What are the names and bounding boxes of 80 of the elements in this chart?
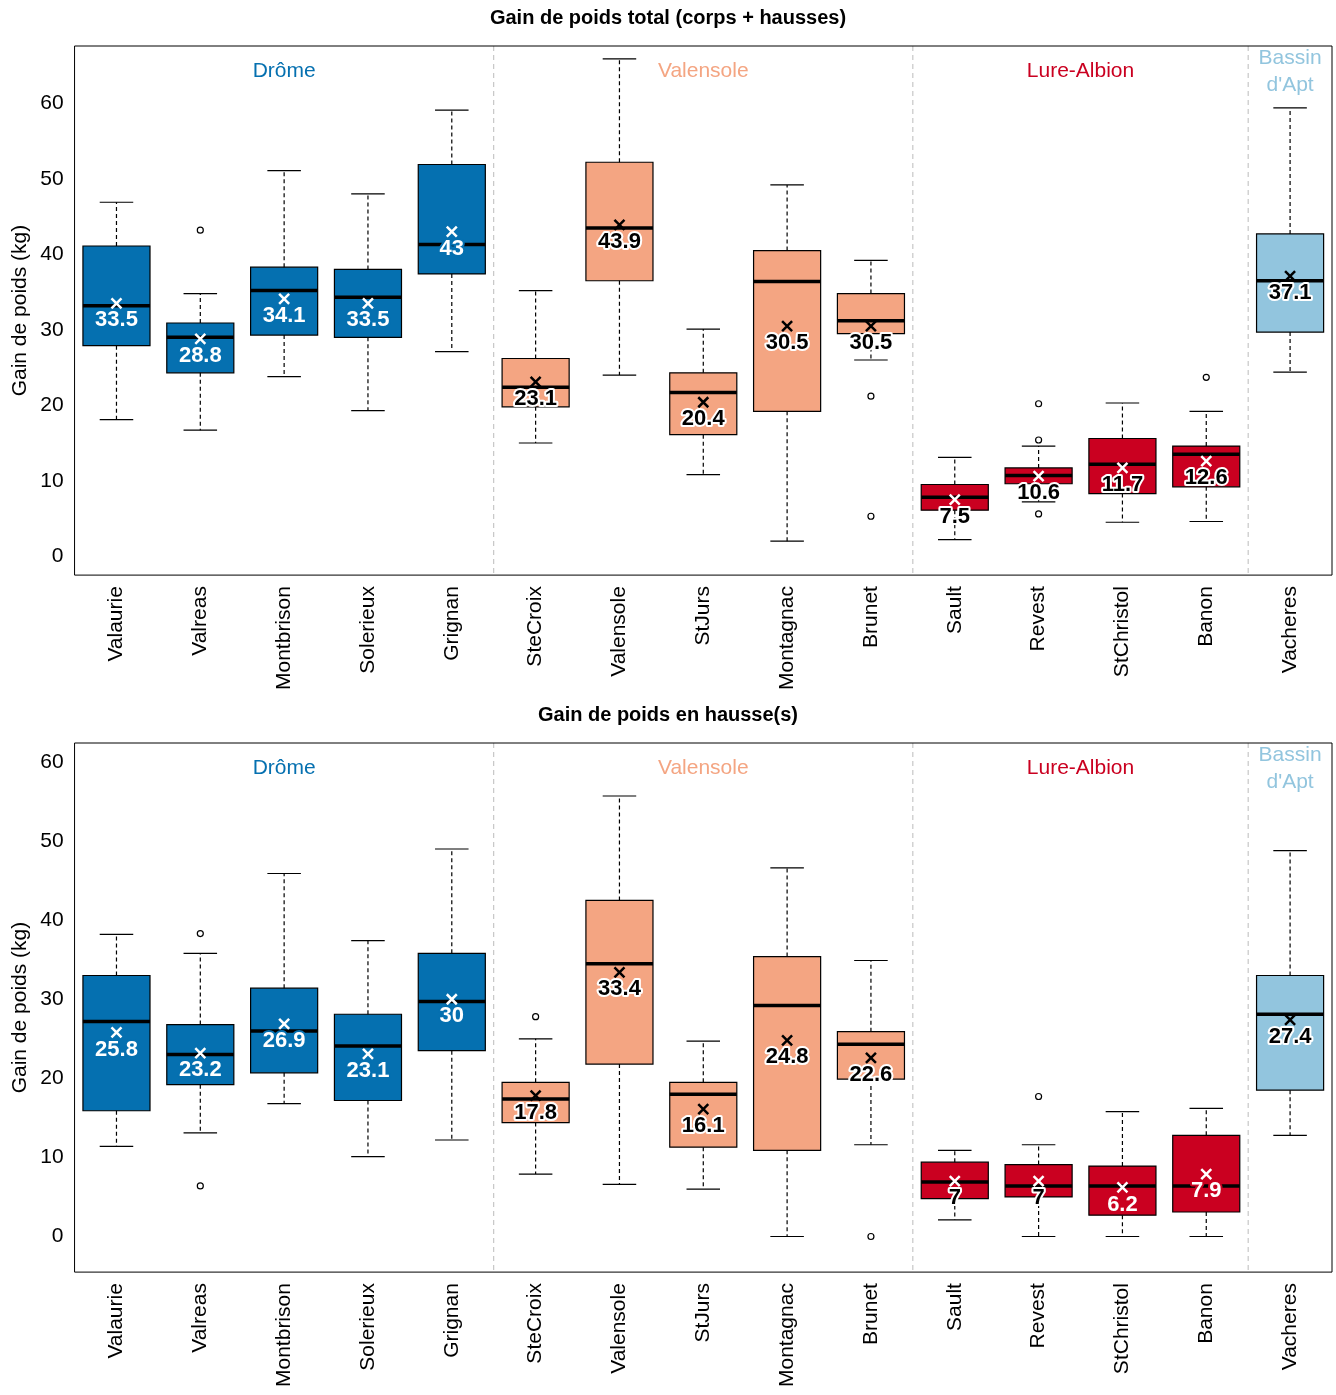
x-tick-label: Montbrison [270,586,294,690]
text: 30 [439,1002,465,1028]
y-tick-label: 40 [40,906,64,930]
text: Drôme [252,57,316,81]
text: 23.2 [178,1056,222,1082]
x-tick-label: Solerieux [354,585,378,674]
x-tick-label: SteCroix [522,1282,546,1364]
y-tick-label: 30 [40,986,64,1010]
x-tick-label: SteCroix [522,585,546,667]
x-tick-label: Solerieux [354,1282,378,1371]
x-tick-label: StJurs [690,586,714,646]
text: 33.4 [598,975,641,1001]
text: Valensole [657,57,749,81]
x-tick-label: Revest [1025,585,1049,652]
text: 30.5 [849,329,893,355]
y-tick-label: 20 [40,1065,64,1089]
x-tick-label: Montbrison [270,1283,294,1387]
text: 12.6 [1184,464,1228,490]
x-tick-label: Brunet [857,1282,881,1345]
x-tick-label: StChristol [1109,1283,1133,1375]
y-axis-title: Gain de poids (kg) [7,921,31,1094]
text: 25.8 [95,1035,138,1061]
y-tick-label: 50 [40,827,64,851]
text: 16.1 [681,1112,725,1138]
text: 11.7 [1101,470,1144,496]
x-tick-label: Vacheres [1276,586,1300,674]
x-tick-label: Vacheres [1276,1283,1300,1371]
y-tick-label: 0 [51,543,64,567]
text: 6.2 [1107,1190,1138,1216]
x-tick-label: Valaurie [103,586,127,662]
text: 23.1 [346,1056,390,1082]
x-tick-label: Valaurie [103,1283,127,1359]
text: 27.4 [1268,1022,1312,1048]
text: Lure-Albion [1026,57,1135,81]
y-tick-label: 30 [40,316,64,340]
y-axis-title: Gain de poids (kg) [7,224,31,397]
text: 17.8 [514,1098,558,1124]
y-tick-label: 60 [40,90,64,114]
y-tick-label: 50 [40,165,64,189]
x-tick-label: Revest [1025,1282,1049,1349]
text: 33.5 [346,306,390,332]
y-tick-label: 10 [40,1144,64,1168]
text: Bassin d'Apt [1258,44,1322,95]
x-tick-label: StChristol [1109,586,1133,678]
text: Lure-Albion [1026,754,1135,778]
x-tick-label: Banon [1193,1283,1217,1344]
y-tick-label: 0 [51,1223,64,1247]
x-tick-label: Valensole [606,1283,630,1374]
y-tick-label: 20 [40,392,64,416]
text: 30.5 [765,329,809,355]
text: 43.9 [598,227,641,253]
text: Bassin d'Apt [1258,741,1322,792]
x-tick-label: Grignan [438,1283,462,1358]
text: Valensole [657,754,749,778]
x-tick-label: Valensole [606,586,630,677]
chart-title: Gain de poids en hausse(s) [537,702,799,725]
x-tick-label: Sault [941,585,965,634]
text: 33.5 [95,306,138,332]
x-tick-label: Valreas [187,1283,211,1353]
x-tick-label: Valreas [187,586,211,656]
y-tick-label: 60 [40,748,64,772]
text: 26.9 [262,1026,306,1052]
y-tick-label: 10 [40,467,64,491]
x-tick-label: Banon [1193,586,1217,647]
y-tick-label: 40 [40,241,64,265]
text: 20.4 [681,405,725,431]
text: 37.1 [1268,279,1312,305]
x-tick-label: Montagnac [773,1283,797,1387]
chart-title: Gain de poids total (corps + hausses) [489,5,847,28]
x-tick-label: Montagnac [773,586,797,690]
text: 23.1 [514,384,558,410]
text: 28.8 [178,341,222,367]
x-tick-label: Brunet [857,585,881,648]
text: Drôme [252,754,316,778]
x-tick-label: StJurs [690,1283,714,1343]
text: 10.6 [1017,479,1061,505]
x-tick-label: Grignan [438,586,462,661]
text: 34.1 [262,301,306,327]
x-tick-label: Sault [941,1282,965,1331]
text: 24.8 [765,1043,809,1069]
